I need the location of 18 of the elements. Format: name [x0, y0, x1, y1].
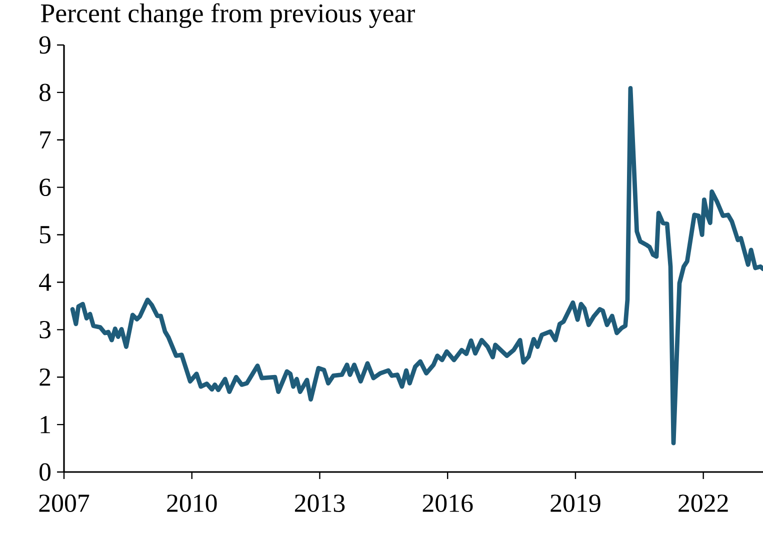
y-tick-label: 5 — [40, 226, 50, 244]
x-tick-label: 2022 — [678, 494, 728, 512]
y-tick-label: 1 — [40, 416, 50, 434]
x-tick-label: 2019 — [550, 494, 600, 512]
y-tick-label: 6 — [40, 178, 51, 196]
y-tick-label: 9 — [39, 36, 50, 54]
y-tick-label: 8 — [40, 84, 51, 102]
y-tick-label: 4 — [39, 274, 52, 291]
y-tick-label: 0 — [40, 463, 51, 481]
x-tick-label: 2013 — [294, 494, 345, 512]
line-series — [70, 86, 763, 446]
x-tick-label: 2016 — [422, 494, 473, 512]
x-tick-label: 2007 — [39, 494, 90, 512]
chart-title: Percent change from previous year — [40, 3, 415, 28]
y-tick-label: 7 — [40, 131, 51, 148]
y-tick-label: 2 — [40, 368, 50, 386]
y-tick-label: 3 — [40, 320, 50, 338]
x-tick-label: 2010 — [167, 494, 217, 512]
